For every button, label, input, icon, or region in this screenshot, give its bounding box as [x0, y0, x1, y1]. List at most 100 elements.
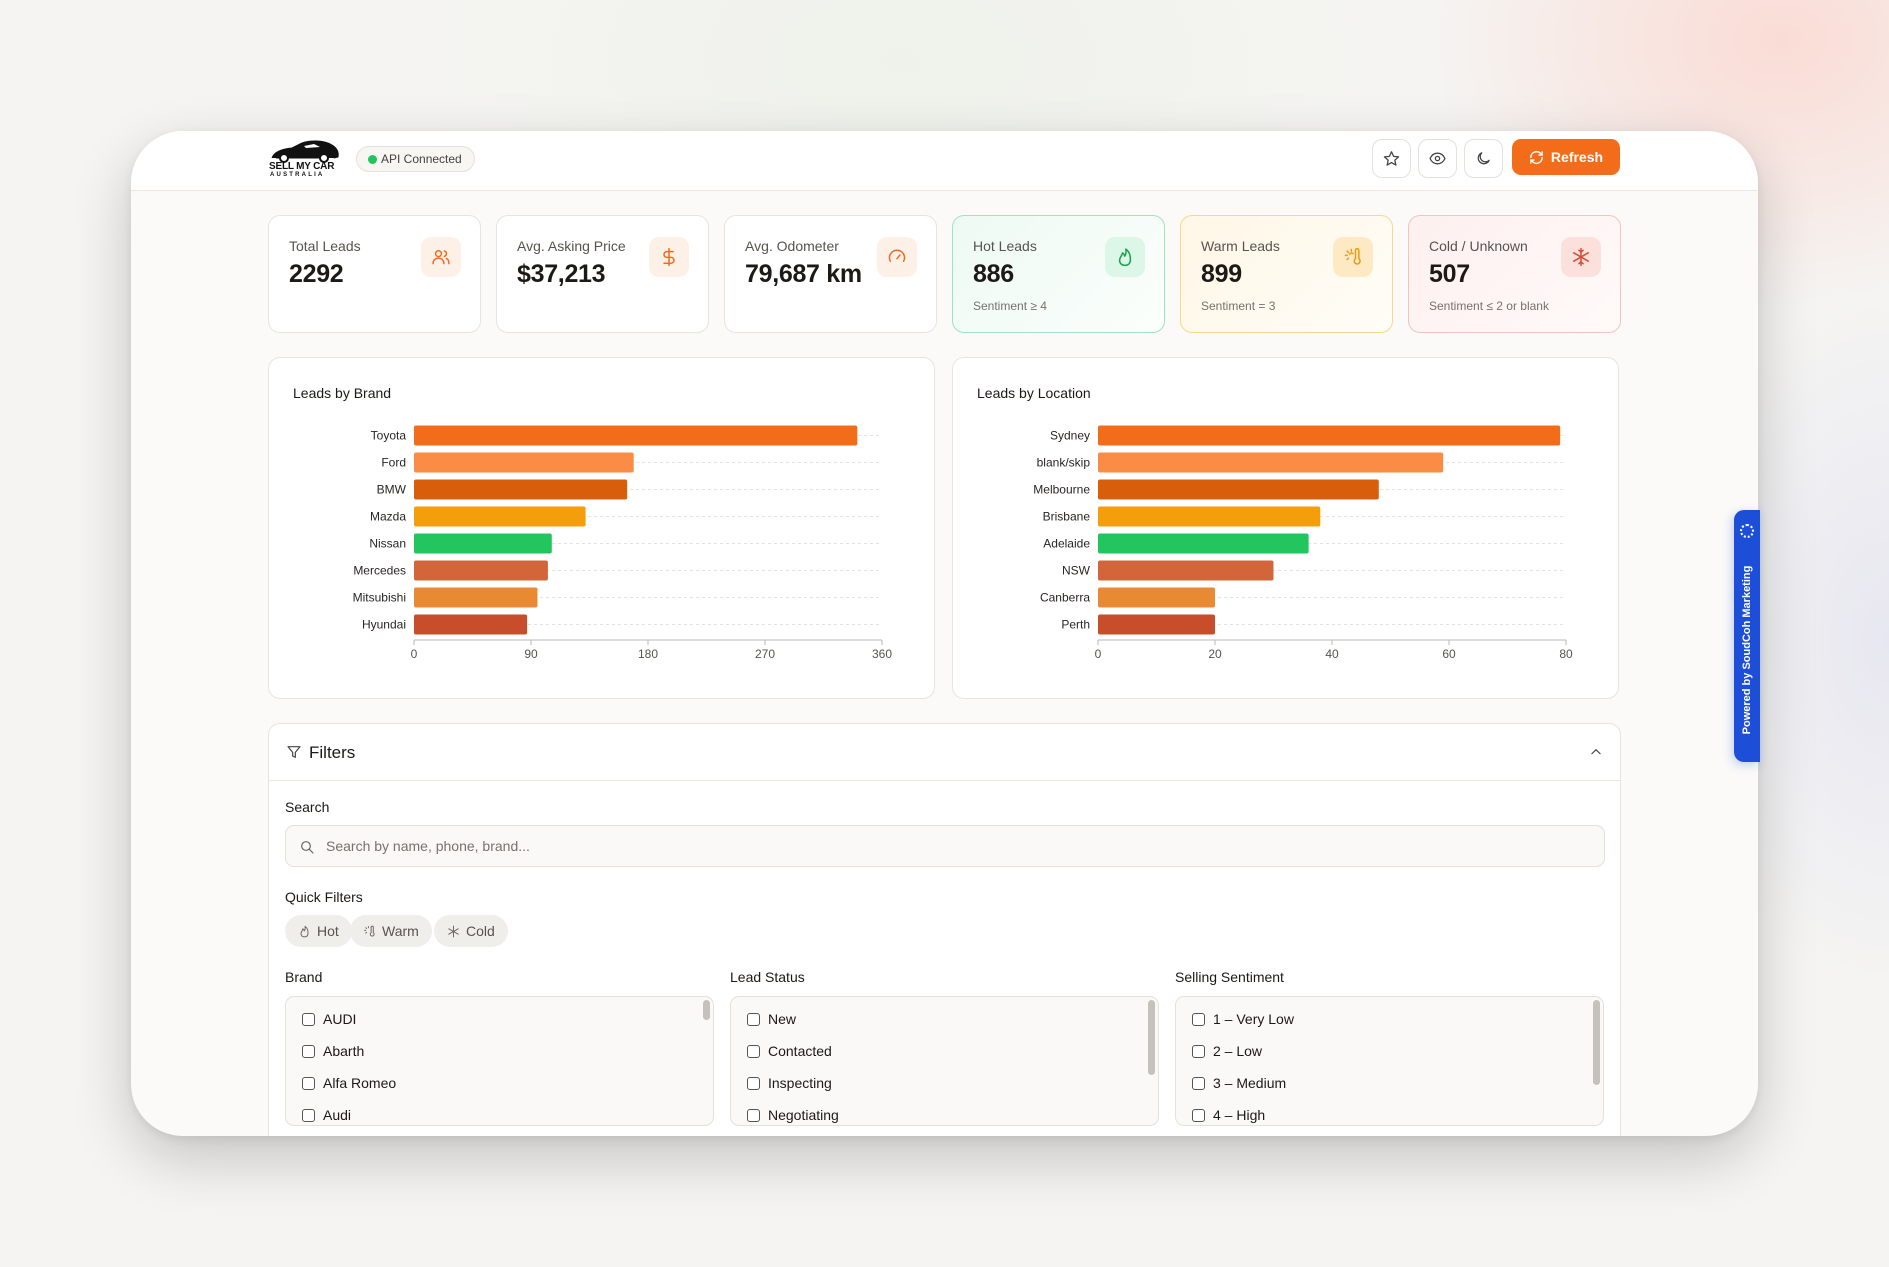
car-silhouette-icon — [271, 140, 339, 163]
bar-nissan[interactable] — [414, 533, 552, 554]
sun-thermometer-icon — [1333, 237, 1373, 277]
theme-toggle-button[interactable] — [1464, 139, 1503, 178]
powered-by-tab[interactable]: Powered by SoudCoh Marketing — [1734, 510, 1760, 762]
stat-subtext: Sentiment ≤ 2 or blank — [1429, 299, 1549, 313]
chart-leads-by-location: Leads by Location Sydney blank/skip Melbou… — [952, 357, 1619, 699]
search-input[interactable] — [326, 826, 1586, 866]
status-option[interactable]: Negotiating — [747, 1107, 839, 1123]
stat-value: $37,213 — [517, 260, 606, 288]
filters-header[interactable]: Filters — [269, 724, 1620, 781]
x-tick-label: 360 — [872, 647, 892, 661]
sun-thermometer-icon — [364, 925, 375, 936]
sentiment-option[interactable]: 4 – High — [1192, 1107, 1265, 1123]
category-label: Perth — [1061, 618, 1090, 632]
sentiment-option[interactable]: 1 – Very Low — [1192, 1011, 1294, 1027]
option-label: AUDI — [323, 1011, 357, 1027]
scrollbar[interactable] — [703, 1000, 710, 1020]
bar-perth[interactable] — [1098, 614, 1215, 635]
checkbox[interactable] — [302, 1044, 315, 1058]
bar-melbourne[interactable] — [1098, 479, 1379, 500]
bar-mercedes[interactable] — [414, 560, 548, 581]
x-tick-label: 0 — [411, 647, 418, 661]
category-label: Brisbane — [1043, 510, 1091, 524]
category-label: Toyota — [371, 429, 407, 443]
scrollbar[interactable] — [1593, 1000, 1600, 1085]
checkbox[interactable] — [1192, 1012, 1205, 1026]
filter-icon — [286, 744, 302, 760]
status-option[interactable]: New — [747, 1011, 796, 1027]
bar-adelaide[interactable] — [1098, 533, 1309, 554]
checkbox[interactable] — [747, 1076, 760, 1090]
quick-filter-cold[interactable]: Cold — [434, 915, 508, 947]
bar-toyota[interactable] — [414, 425, 858, 446]
category-label: Canberra — [1040, 591, 1090, 605]
bar-mitsubishi[interactable] — [414, 587, 538, 608]
search-icon — [299, 839, 315, 855]
brand-option[interactable]: AUDI — [302, 1011, 356, 1027]
x-tick-label: 180 — [638, 647, 658, 661]
sentiment-option[interactable]: 3 – Medium — [1192, 1075, 1286, 1091]
checkbox[interactable] — [302, 1076, 315, 1090]
flame-icon — [1105, 237, 1145, 277]
checkbox[interactable] — [1192, 1044, 1205, 1058]
sentiment-filter-list[interactable]: 1 – Very Low 2 – Low 3 – Medium 4 – High — [1175, 996, 1604, 1126]
checkbox[interactable] — [302, 1012, 315, 1026]
brand-option[interactable]: Audi — [302, 1107, 351, 1123]
stat-card-cold-leads: Cold / Unknown 507 Sentiment ≤ 2 or blan… — [1408, 215, 1621, 333]
option-label: 4 – High — [1213, 1107, 1266, 1123]
scrollbar[interactable] — [1148, 1000, 1155, 1075]
brand-filter-list[interactable]: AUDI Abarth Alfa Romeo Audi — [285, 996, 714, 1126]
users-icon — [421, 237, 461, 277]
quick-filter-warm[interactable]: Warm — [350, 915, 432, 947]
bar-sydney[interactable] — [1098, 425, 1561, 446]
category-label: Adelaide — [1043, 537, 1090, 551]
refresh-button[interactable]: Refresh — [1512, 139, 1620, 175]
status-option[interactable]: Inspecting — [747, 1075, 832, 1091]
bar-brisbane[interactable] — [1098, 506, 1321, 527]
stat-subtext: Sentiment = 3 — [1201, 299, 1276, 313]
stat-label: Total Leads — [289, 238, 361, 254]
stat-label: Avg. Odometer — [745, 238, 839, 254]
quick-filters-label: Quick Filters — [285, 889, 363, 905]
x-tick-label: 40 — [1325, 647, 1339, 661]
status-filter-list[interactable]: New Contacted Inspecting Negotiating — [730, 996, 1159, 1126]
bar-blank-skip[interactable] — [1098, 452, 1444, 473]
bar-ford[interactable] — [414, 452, 634, 473]
star-icon — [1383, 151, 1400, 166]
bar-hyundai[interactable] — [414, 614, 528, 635]
bar-canberra[interactable] — [1098, 587, 1215, 608]
search-field[interactable] — [285, 825, 1605, 867]
bar-nsw[interactable] — [1098, 560, 1274, 581]
sentiment-option[interactable]: 2 – Low — [1192, 1043, 1262, 1059]
checkbox[interactable] — [1192, 1076, 1205, 1090]
filters-panel: Filters Search Quick Filters Hot Warm Co… — [268, 723, 1621, 1136]
status-option[interactable]: Contacted — [747, 1043, 832, 1059]
x-tick-label: 270 — [755, 647, 775, 661]
checkbox[interactable] — [747, 1012, 760, 1026]
favorite-button[interactable] — [1372, 139, 1411, 178]
brand-filter-label: Brand — [285, 969, 323, 985]
brand-logo[interactable]: SELL MY CAR AUSTRALIA — [268, 139, 342, 181]
option-label: New — [768, 1011, 797, 1027]
brand-option[interactable]: Abarth — [302, 1043, 364, 1059]
checkbox[interactable] — [747, 1108, 760, 1122]
chart-title: Leads by Brand — [293, 385, 392, 401]
brand-option[interactable]: Alfa Romeo — [302, 1075, 396, 1091]
category-label: BMW — [377, 483, 407, 497]
stat-label: Avg. Asking Price — [517, 238, 626, 254]
stat-card-hot-leads: Hot Leads 886 Sentiment ≥ 4 — [952, 215, 1165, 333]
chevron-up-icon[interactable] — [1589, 745, 1603, 759]
option-label: 1 – Very Low — [1213, 1011, 1294, 1027]
checkbox[interactable] — [302, 1108, 315, 1122]
refresh-icon — [1530, 150, 1543, 164]
visibility-button[interactable] — [1418, 139, 1457, 178]
powered-by-text: Powered by SoudCoh Marketing — [1741, 565, 1753, 735]
stat-card-avg-odometer: Avg. Odometer 79,687 km — [724, 215, 937, 333]
bar-bmw[interactable] — [414, 479, 628, 500]
quick-filter-hot[interactable]: Hot — [285, 915, 352, 947]
x-tick-label: 90 — [524, 647, 538, 661]
checkbox[interactable] — [1192, 1108, 1205, 1122]
checkbox[interactable] — [747, 1044, 760, 1058]
bar-mazda[interactable] — [414, 506, 586, 527]
category-label: Nissan — [369, 537, 406, 551]
